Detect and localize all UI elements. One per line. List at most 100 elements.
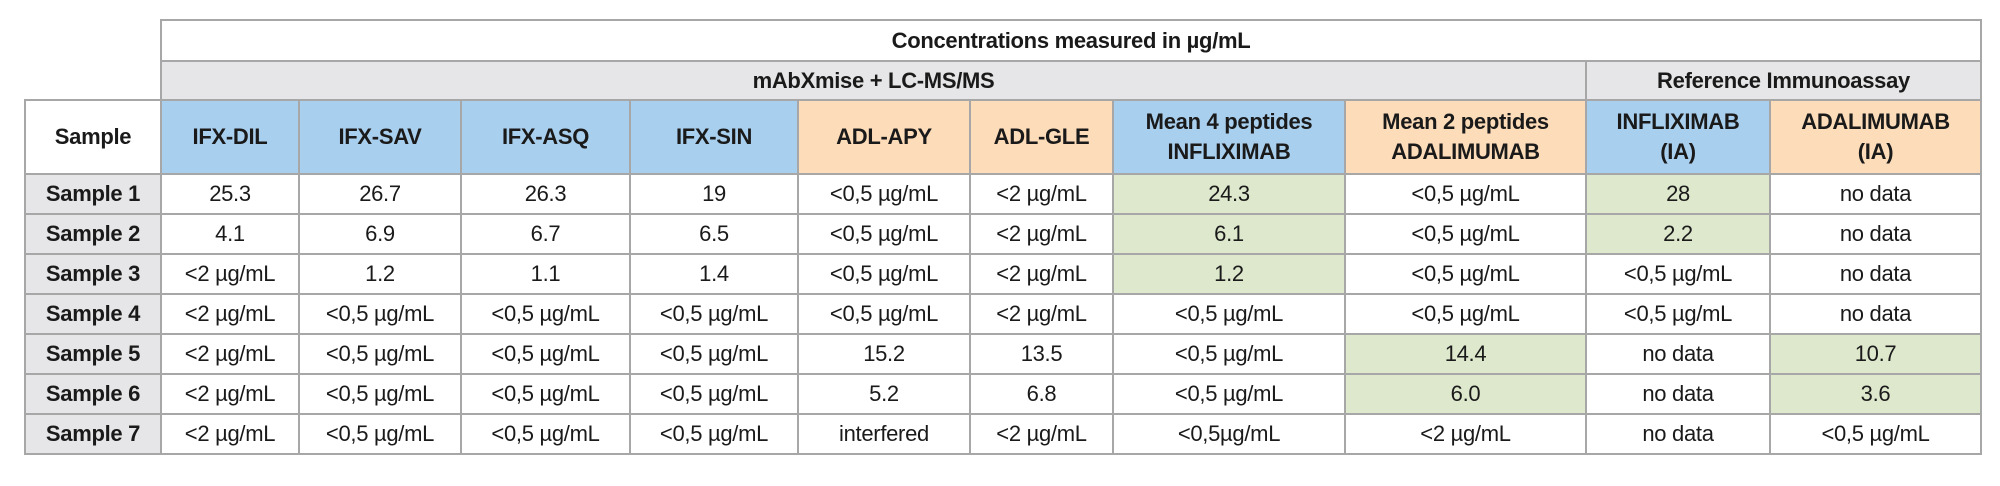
table-cell: <2 µg/mL xyxy=(969,173,1114,215)
table-cell: 19 xyxy=(629,173,799,215)
table-cell: <0,5 µg/mL xyxy=(298,293,462,335)
table-cell: <0,5 µg/mL xyxy=(1344,253,1587,295)
column-header-sublabel: INFLIXIMAB xyxy=(1167,139,1291,164)
table-cell: <0,5 µg/mL xyxy=(797,253,971,295)
table-cell: <2 µg/mL xyxy=(160,413,300,455)
table-row: Sample 4 <2 µg/mL <0,5 µg/mL <0,5 µg/mL <0,5… xyxy=(24,293,1983,335)
column-header-sublabel: (IA) xyxy=(1660,139,1696,164)
column-header: IFX-DIL xyxy=(160,99,300,175)
column-header-sublabel: (IA) xyxy=(1857,139,1894,164)
table-cell: <0,5 µg/mL xyxy=(797,173,971,215)
column-header-label: IFX-SAV xyxy=(338,124,422,149)
column-header-row: Sample IFX-DIL IFX-SAV IFX-ASQ IFX-SIN ADL-AP… xyxy=(24,99,1983,175)
highlighted-cell: 10.7 xyxy=(1768,333,1983,375)
title-row: Concentrations measured in µg/mL xyxy=(25,19,1983,62)
table-cell: 6.9 xyxy=(298,213,462,255)
column-header: ADALIMUMAB (IA) xyxy=(1768,99,1983,175)
row-label: Sample 3 xyxy=(24,253,162,295)
table-cell: <0,5 µg/mL xyxy=(629,413,799,455)
table-cell: <0,5 µg/mL xyxy=(1344,213,1587,255)
table-cell: <0,5 µg/mL xyxy=(1112,293,1346,335)
group-header-immunoassay: Reference Immunoassay xyxy=(1584,60,1983,101)
table-cell: <2 µg/mL xyxy=(160,253,300,295)
table-cell: <0,5 µg/mL xyxy=(1344,293,1587,335)
column-header: Mean 4 peptides INFLIXIMAB xyxy=(1112,99,1346,175)
table-cell: <2 µg/mL xyxy=(969,213,1114,255)
highlighted-cell: 6.1 xyxy=(1112,213,1346,255)
table-cell: <0,5 µg/mL xyxy=(1585,293,1771,335)
table-cell: <0,5 µg/mL xyxy=(1112,333,1346,375)
table-cell: 4.1 xyxy=(160,213,300,255)
highlighted-cell: 6.0 xyxy=(1344,373,1587,415)
table-cell: no data xyxy=(1768,293,1983,335)
table-row: Sample 7 <2 µg/mL <0,5 µg/mL <0,5 µg/mL <0,5… xyxy=(24,413,1983,455)
column-header-label: ADL-GLE xyxy=(993,124,1090,149)
highlighted-cell: 2.2 xyxy=(1585,213,1771,255)
column-header-label: INFLIXIMAB xyxy=(1616,109,1740,134)
table-row: Sample 2 4.1 6.9 6.7 6.5 <0,5 µg/mL <2 µg/mL 6.… xyxy=(24,213,1983,255)
column-header: IFX-ASQ xyxy=(460,99,631,175)
table-cell: 13.5 xyxy=(969,333,1114,375)
row-label: Sample 5 xyxy=(24,333,162,375)
table-cell: <0,5 µg/mL xyxy=(629,373,799,415)
table-row: Sample 3 <2 µg/mL 1.2 1.1 1.4 <0,5 µg/mL <2 µg… xyxy=(24,253,1983,295)
table-cell: 25.3 xyxy=(160,173,300,215)
table-cell: <0,5 µg/mL xyxy=(629,333,799,375)
column-header: ADL-APY xyxy=(797,99,971,175)
column-header: IFX-SAV xyxy=(298,99,462,175)
table-cell: no data xyxy=(1585,333,1771,375)
table-cell: <2 µg/mL xyxy=(160,333,300,375)
table-cell: 6.7 xyxy=(460,213,631,255)
table-cell: 1.1 xyxy=(460,253,631,295)
highlighted-cell: 3.6 xyxy=(1768,373,1983,415)
table-cell: <0,5 µg/mL xyxy=(460,333,631,375)
column-header: ADL-GLE xyxy=(969,99,1114,175)
highlighted-cell: 24.3 xyxy=(1112,173,1346,215)
table-cell: <2 µg/mL xyxy=(969,293,1114,335)
table-cell: <2 µg/mL xyxy=(160,293,300,335)
table-cell: <0,5 µg/mL xyxy=(298,413,462,455)
column-header-label: ADALIMUMAB xyxy=(1801,109,1950,134)
table-cell: <0,5 µg/mL xyxy=(298,333,462,375)
column-header-sublabel: ADALIMUMAB xyxy=(1391,139,1540,164)
table-cell: <0,5 µg/mL xyxy=(1585,253,1771,295)
highlighted-cell: 1.2 xyxy=(1112,253,1346,295)
table-cell: no data xyxy=(1768,253,1983,295)
table-cell: 26.7 xyxy=(298,173,462,215)
group-header-lcms: mAbXmise + LC-MS/MS xyxy=(160,60,1587,101)
table-cell: 15.2 xyxy=(797,333,971,375)
table-cell: <0,5 µg/mL xyxy=(460,373,631,415)
column-header: IFX-SIN xyxy=(629,99,799,175)
table-cell: <2 µg/mL xyxy=(969,253,1114,295)
table-cell: 1.2 xyxy=(298,253,462,295)
row-label: Sample 7 xyxy=(24,413,162,455)
table-cell: no data xyxy=(1585,413,1771,455)
table-cell: <0,5 µg/mL xyxy=(1768,413,1983,455)
column-header: Mean 2 peptides ADALIMUMAB xyxy=(1344,99,1587,175)
table-cell: 26.3 xyxy=(460,173,631,215)
table-cell: 5.2 xyxy=(797,373,971,415)
column-header-label: Mean 2 peptides xyxy=(1382,109,1549,134)
column-header-label: Sample xyxy=(54,124,132,149)
column-header-label: IFX-SIN xyxy=(675,124,753,149)
group-row: mAbXmise + LC-MS/MS Reference Immunoassa… xyxy=(25,60,1983,101)
table-cell: <0,5 µg/mL xyxy=(460,413,631,455)
row-label: Sample 2 xyxy=(24,213,162,255)
column-header: Sample xyxy=(24,99,162,175)
column-header-label: IFX-ASQ xyxy=(501,124,590,149)
table-cell: <0,5 µg/mL xyxy=(460,293,631,335)
row-label: Sample 4 xyxy=(24,293,162,335)
table-cell: <2 µg/mL xyxy=(160,373,300,415)
row-label: Sample 6 xyxy=(24,373,162,415)
table-cell: no data xyxy=(1585,373,1771,415)
table-cell: 1.4 xyxy=(629,253,799,295)
table-cell: <2 µg/mL xyxy=(969,413,1114,455)
column-header: INFLIXIMAB (IA) xyxy=(1585,99,1771,175)
blank-corner xyxy=(25,20,161,61)
column-header-label: IFX-DIL xyxy=(192,124,268,149)
table-row: Sample 6 <2 µg/mL <0,5 µg/mL <0,5 µg/mL <0,5… xyxy=(24,373,1983,415)
table-cell: <0,5 µg/mL xyxy=(629,293,799,335)
column-header-label: ADL-APY xyxy=(836,124,932,149)
table-cell: <0,5 µg/mL xyxy=(797,213,971,255)
table-cell: no data xyxy=(1768,173,1983,215)
